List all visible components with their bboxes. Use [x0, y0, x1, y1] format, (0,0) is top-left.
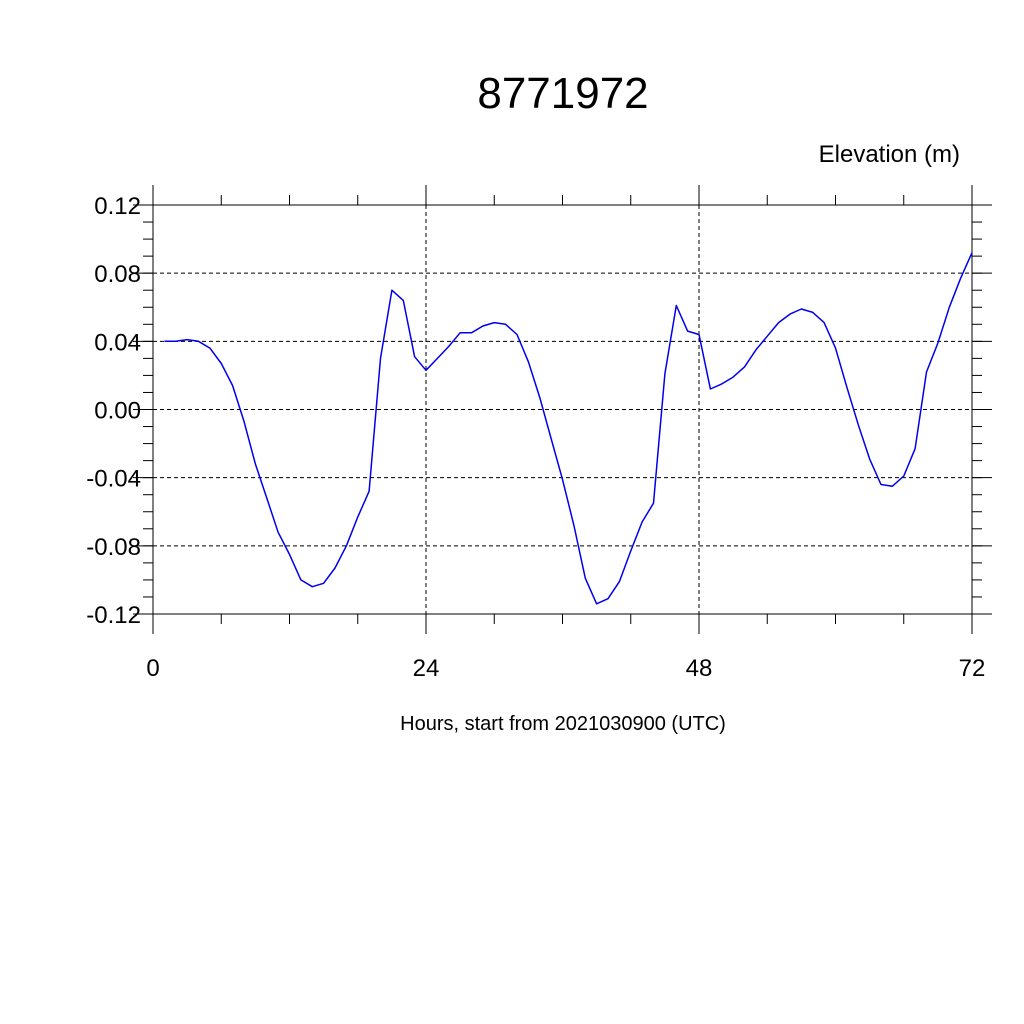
y-axis-label: Elevation (m): [819, 141, 960, 168]
y-tick-label: -0.12: [86, 602, 141, 629]
plot-frame: [152, 204, 973, 615]
y-tick-label: 0.12: [94, 193, 141, 220]
y-tick-label: 0.00: [94, 398, 141, 425]
grid-lines: [152, 204, 973, 615]
x-axis-label: Hours, start from 2021030900 (UTC): [400, 713, 726, 735]
x-tick-labels: 0 24 48 72: [146, 655, 985, 682]
x-tick-label: 24: [413, 655, 440, 682]
series-line: [164, 252, 973, 605]
axis-ticks: [133, 185, 992, 634]
chart-title: 8771972: [477, 69, 648, 118]
y-tick-label: 0.04: [94, 329, 141, 356]
series-layer: [164, 252, 973, 605]
y-tick-labels: -0.12 -0.08 -0.04 0.00 0.04 0.08 0.12: [86, 193, 141, 629]
x-tick-label: 0: [146, 655, 159, 682]
y-tick-label: 0.08: [94, 261, 141, 288]
y-tick-label: -0.08: [86, 534, 141, 561]
x-tick-label: 72: [959, 655, 986, 682]
x-tick-label: 48: [686, 655, 713, 682]
y-tick-label: -0.04: [86, 466, 141, 493]
